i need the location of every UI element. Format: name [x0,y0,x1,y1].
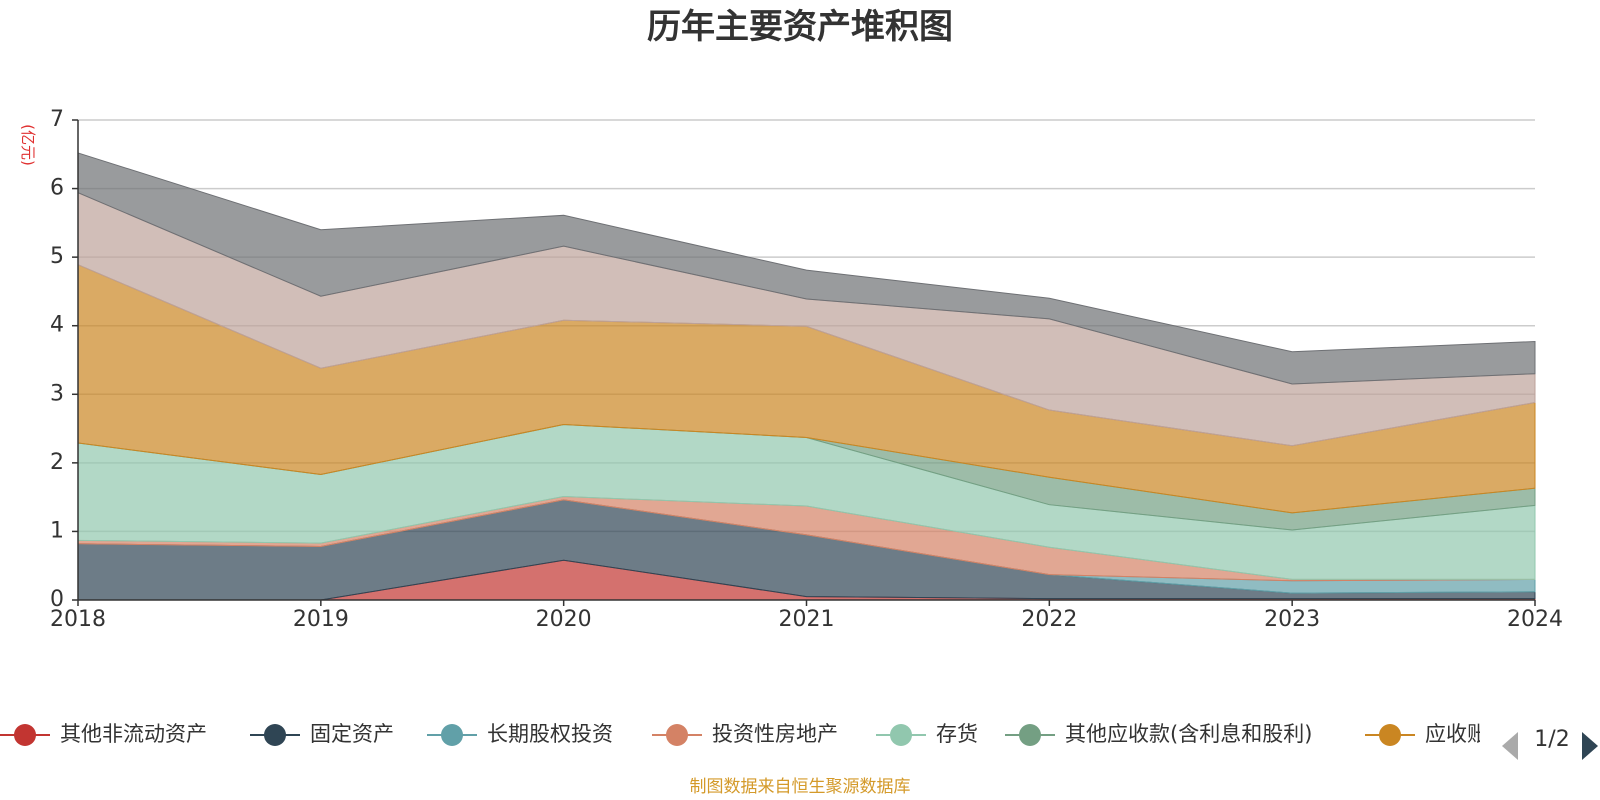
x-tick-labels: 2018 2019 2020 2021 2022 2023 2024 [50,600,1563,632]
legend-label: 应收账款 [1425,722,1509,746]
x-tick-label: 2018 [50,607,106,632]
legend-marker [1019,724,1041,746]
x-tick-label: 2021 [779,607,835,632]
y-axis-unit: (亿元) [19,124,37,166]
legend-label: 其他非流动资产 [60,722,207,746]
y-tick-label: 5 [50,244,64,269]
legend-item[interactable]: 投资性房地产 [652,722,838,746]
y-tick-label: 3 [50,381,64,406]
legend-marker [1379,724,1401,746]
legend-label: 其他应收款(含利息和股利) [1065,722,1312,746]
legend-label: 固定资产 [310,722,394,746]
legend-item[interactable]: 长期股权投资 [427,722,613,746]
x-tick-label: 2023 [1264,607,1320,632]
legend: 其他非流动资产 固定资产 长期股权投资 投资性房地产 存货 其他应收款(含利息和股利) 应收… [0,722,1509,746]
area-series [77,152,1536,601]
legend-marker [441,724,463,746]
legend-item[interactable]: 其他应收款(含利息和股利) [1005,722,1312,746]
legend-label: 长期股权投资 [487,722,613,746]
chart-title: 历年主要资产堆积图 [647,7,953,47]
x-tick-label: 2022 [1021,607,1077,632]
legend-item[interactable]: 固定资产 [250,722,394,746]
legend-item[interactable]: 应收账款 [1365,722,1509,746]
legend-item[interactable]: 存货 [876,722,978,746]
legend-marker [14,724,36,746]
legend-marker [890,724,912,746]
legend-marker [666,724,688,746]
legend-next-icon[interactable] [1582,732,1598,760]
y-tick-label: 0 [50,587,64,612]
y-tick-label: 4 [50,313,64,338]
x-tick-label: 2019 [293,607,349,632]
x-tick-label: 2020 [536,607,592,632]
legend-pager: 1/2 [1502,727,1598,760]
data-source-note: 制图数据来自恒生聚源数据库 [690,777,911,797]
legend-page-indicator: 1/2 [1534,727,1569,752]
legend-marker [264,724,286,746]
y-tick-label: 2 [50,450,64,475]
legend-item[interactable]: 其他非流动资产 [0,722,207,746]
area-9 [77,152,1536,385]
y-tick-label: 7 [50,107,64,132]
legend-label: 投资性房地产 [712,722,838,746]
x-tick-label: 2024 [1507,607,1563,632]
y-tick-label: 6 [50,176,64,201]
y-tick-label: 1 [50,518,64,543]
y-tick-labels: 0 1 2 3 4 5 6 7 [50,107,78,612]
legend-label: 存货 [936,722,978,746]
legend-prev-icon[interactable] [1502,732,1518,760]
